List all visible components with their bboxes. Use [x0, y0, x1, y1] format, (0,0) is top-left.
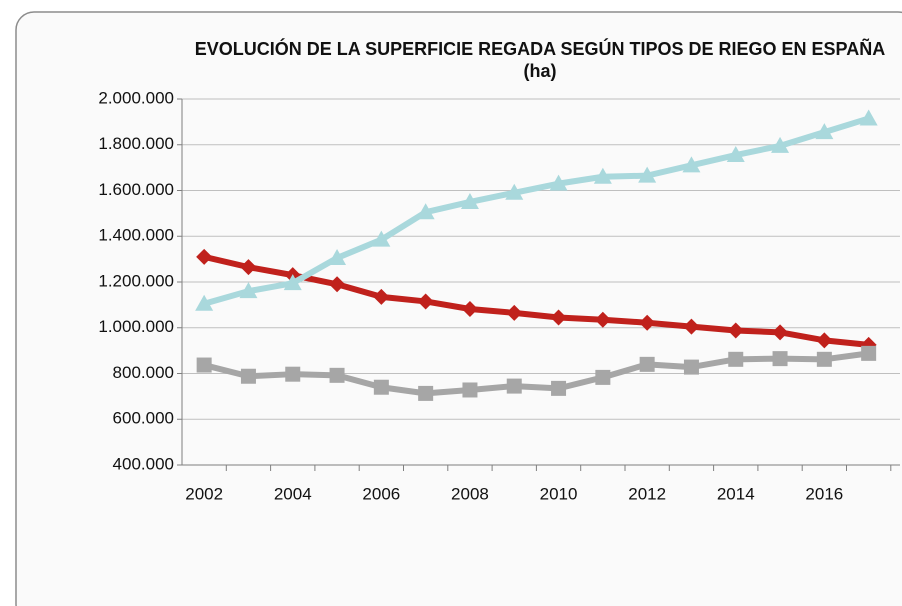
point [330, 368, 345, 383]
x-tick-label: 2014 [717, 484, 755, 503]
point [241, 369, 256, 384]
x-tick-label: 2008 [451, 484, 489, 503]
y-tick-label: 1.400.000 [98, 226, 174, 245]
point [551, 381, 566, 396]
y-tick-label: 1.600.000 [98, 180, 174, 199]
x-tick-label: 2016 [805, 484, 843, 503]
y-tick-label: 600.000 [113, 409, 174, 428]
point [462, 382, 477, 397]
x-tick-label: 2006 [362, 484, 400, 503]
x-tick-label: 2002 [185, 484, 223, 503]
point [728, 352, 743, 367]
y-tick-label: 400.000 [113, 454, 174, 473]
point [507, 379, 522, 394]
x-tick-label: 2010 [540, 484, 578, 503]
point [595, 370, 610, 385]
y-tick-label: 1.200.000 [98, 271, 174, 290]
point [684, 360, 699, 375]
y-tick-label: 2.000.000 [98, 88, 174, 107]
point [861, 346, 876, 361]
chart-title: EVOLUCIÓN DE LA SUPERFICIE REGADA SEGÚN … [180, 38, 900, 82]
point [418, 386, 433, 401]
chart: 400.000 600.000 800.000 1.000.000 1.200.000 1… [0, 0, 902, 606]
point [197, 358, 212, 373]
point [817, 352, 832, 367]
x-tick-label: 2004 [274, 484, 312, 503]
point [285, 367, 300, 382]
point [374, 380, 389, 395]
point [773, 351, 788, 366]
page: 400.000 600.000 800.000 1.000.000 1.200.000 1… [0, 0, 902, 606]
x-tick-label: 2012 [628, 484, 666, 503]
y-tick-label: 1.000.000 [98, 317, 174, 336]
y-tick-label: 800.000 [113, 363, 174, 382]
point [640, 357, 655, 372]
y-tick-label: 1.800.000 [98, 134, 174, 153]
